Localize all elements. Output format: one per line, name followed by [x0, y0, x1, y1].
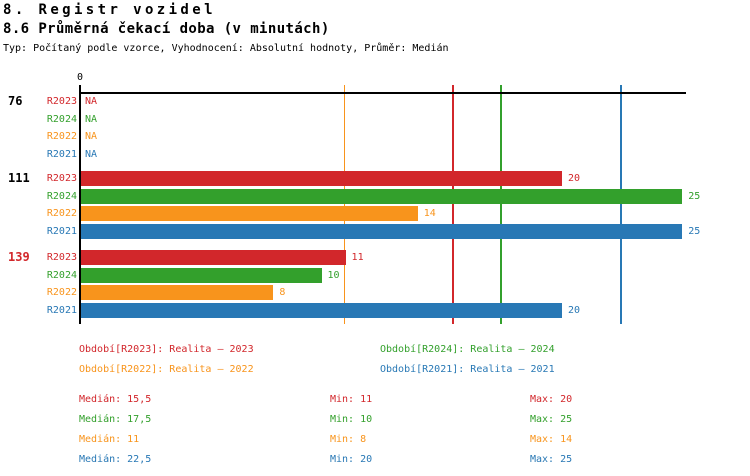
stat-min: Min: 11: [330, 394, 373, 405]
stat-median: Medián: 15,5: [79, 394, 152, 405]
group-label: 76: [8, 94, 23, 108]
row-label-r2024: R2024: [46, 269, 77, 281]
stat-min: Min: 20: [330, 454, 373, 465]
page-title: 8. Registr vozidel: [3, 2, 216, 18]
plot-top-border-line: [80, 91, 686, 94]
bar-r2021: [81, 224, 683, 240]
legend-item-r2023: Období[R2023]: Realita – 2023: [79, 344, 254, 355]
stat-max: Max: 20: [530, 394, 573, 405]
bar-value-label: 11: [351, 252, 364, 263]
bar-value-label: 8: [279, 287, 286, 299]
bar-r2024: [81, 188, 683, 204]
stat-max: Max: 14: [530, 434, 573, 445]
legend-item-r2022: Období[R2022]: Realita – 2022: [79, 364, 254, 375]
bar-r2023: [81, 171, 562, 186]
x-axis-zero-label: 0: [76, 72, 84, 83]
median-gridline-r2022: [343, 85, 346, 324]
legend-item-r2024: Období[R2024]: Realita – 2024: [380, 344, 555, 355]
row-label-r2024: R2024: [46, 113, 77, 125]
na-value-label: NA: [85, 149, 98, 161]
group-label: 139: [8, 250, 30, 264]
bar-value-label: 25: [688, 226, 701, 238]
legend-item-r2021: Období[R2021]: Realita – 2021: [380, 364, 555, 375]
chart-stats: Medián: 15,5 Min: 11 Max: 20 Medián: 17,5 Mi…: [0, 388, 750, 476]
stat-min: Min: 10: [330, 414, 373, 425]
na-value-label: NA: [85, 113, 98, 125]
row-label-r2021: R2021: [46, 305, 77, 317]
row-label-r2023: R2023: [46, 252, 77, 263]
group-label: 111: [8, 171, 30, 185]
median-gridline-r2024: [500, 85, 502, 324]
row-label-r2021: R2021: [46, 149, 77, 161]
chart-legend: Období[R2023]: Realita – 2023 Období[R202…: [0, 335, 750, 385]
bar-r2022: [81, 206, 418, 222]
bar-r2022: [81, 285, 274, 301]
median-gridline-r2021: [620, 85, 622, 324]
bar-value-label: 20: [568, 305, 581, 317]
bar-value-label: 25: [688, 190, 701, 202]
row-label-r2023: R2023: [46, 96, 77, 107]
row-label-r2022: R2022: [46, 208, 77, 220]
bar-r2021: [81, 303, 562, 319]
row-label-r2021: R2021: [46, 226, 77, 238]
waiting-time-bar-chart: 0 76 R2023 NA R2024 NA R2022 NA R2021 NA 111 R2023 2…: [8, 72, 701, 324]
bar-value-label: 14: [423, 208, 436, 220]
stat-median: Medián: 11: [79, 434, 140, 445]
stat-median: Medián: 22,5: [79, 454, 152, 465]
row-label-r2022: R2022: [46, 131, 77, 143]
stat-max: Max: 25: [530, 454, 573, 465]
row-label-r2024: R2024: [46, 190, 77, 202]
y-axis-line: [79, 85, 81, 324]
stat-max: Max: 25: [530, 414, 573, 425]
row-label-r2023: R2023: [46, 173, 77, 184]
na-value-label: NA: [85, 96, 98, 107]
stat-min: Min: 8: [330, 434, 367, 445]
chart-meta-line: Typ: Počítaný podle vzorce, Vyhodnocení:…: [3, 43, 449, 54]
row-label-r2022: R2022: [46, 287, 77, 299]
bar-r2024: [81, 267, 322, 283]
na-value-label: NA: [85, 131, 98, 143]
bar-value-label: 10: [327, 269, 340, 281]
stat-median: Medián: 17,5: [79, 414, 152, 425]
bar-r2023: [81, 250, 346, 265]
chart-title: 8.6 Průměrná čekací doba (v minutách): [3, 21, 330, 37]
median-gridline-r2023: [452, 85, 454, 324]
bar-value-label: 20: [568, 173, 581, 184]
